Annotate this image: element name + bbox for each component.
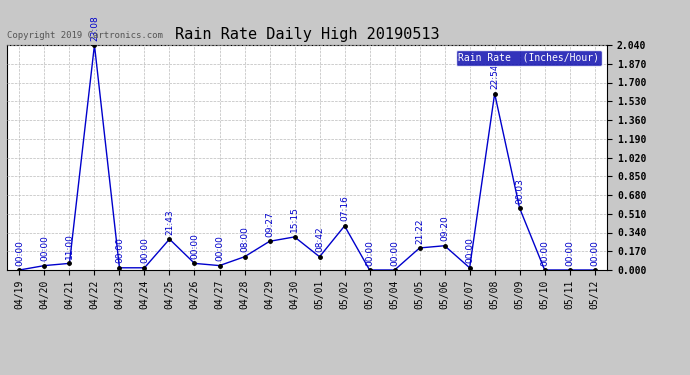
- Text: 08:00: 08:00: [240, 226, 249, 252]
- Text: 00:00: 00:00: [590, 240, 599, 266]
- Text: 00:00: 00:00: [565, 240, 574, 266]
- Text: 09:20: 09:20: [440, 216, 449, 242]
- Text: Copyright 2019 Cartronics.com: Copyright 2019 Cartronics.com: [7, 32, 163, 40]
- Text: 00:00: 00:00: [465, 237, 474, 263]
- Text: 15:15: 15:15: [290, 207, 299, 232]
- Text: 00:00: 00:00: [40, 235, 49, 261]
- Text: 00:00: 00:00: [190, 233, 199, 259]
- Text: 00:00: 00:00: [15, 240, 24, 266]
- Text: 00:00: 00:00: [115, 237, 124, 263]
- Text: 09:27: 09:27: [265, 211, 274, 237]
- Text: 00:00: 00:00: [365, 240, 374, 266]
- Text: 08:42: 08:42: [315, 227, 324, 252]
- Text: 11:00: 11:00: [65, 233, 74, 259]
- Text: 00:03: 00:03: [515, 178, 524, 204]
- Text: 00:00: 00:00: [540, 240, 549, 266]
- Text: 00:00: 00:00: [390, 240, 399, 266]
- Text: 00:00: 00:00: [215, 235, 224, 261]
- Text: 21:22: 21:22: [415, 218, 424, 243]
- Text: 07:16: 07:16: [340, 196, 349, 222]
- Text: 21:43: 21:43: [165, 209, 174, 235]
- Legend: Rain Rate  (Inches/Hour): Rain Rate (Inches/Hour): [455, 50, 602, 66]
- Text: 23:08: 23:08: [90, 15, 99, 40]
- Text: 22:54: 22:54: [490, 64, 499, 89]
- Text: 00:00: 00:00: [140, 237, 149, 263]
- Title: Rain Rate Daily High 20190513: Rain Rate Daily High 20190513: [175, 27, 440, 42]
